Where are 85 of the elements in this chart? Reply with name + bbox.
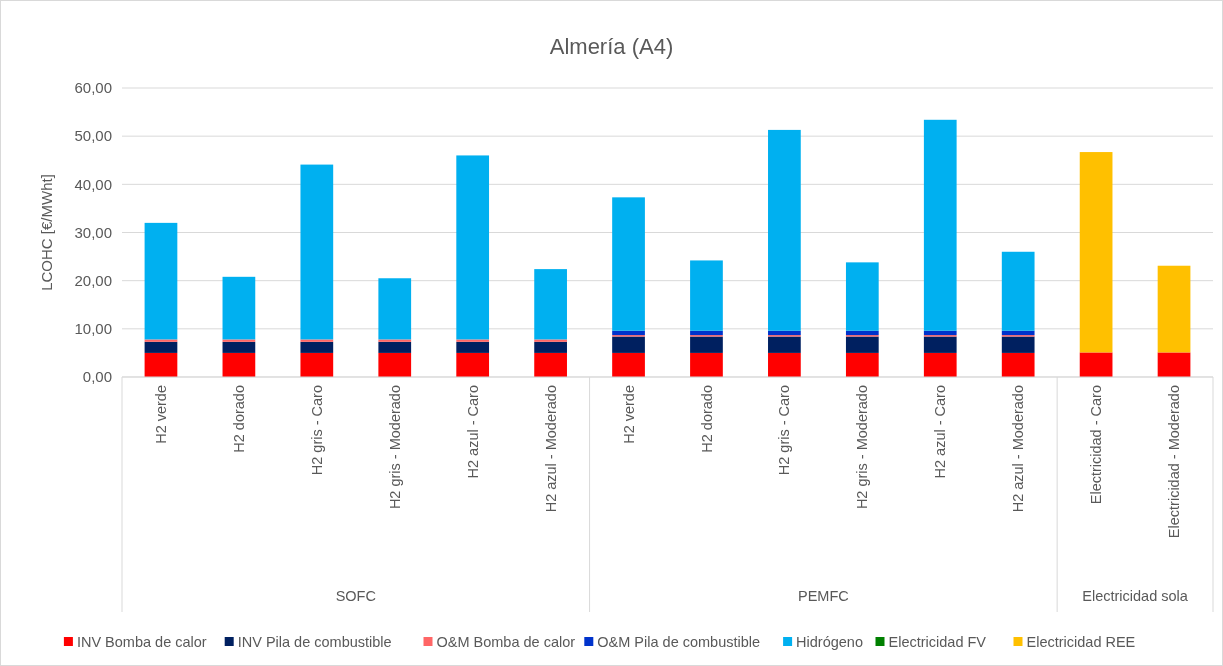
bar (222, 339, 256, 342)
bar (378, 339, 412, 342)
bar (923, 119, 957, 331)
bar (222, 352, 256, 377)
bar (923, 330, 957, 336)
bar (144, 339, 178, 342)
x-tick-label: H2 dorado (698, 385, 715, 453)
bar (534, 339, 567, 342)
bar (1001, 251, 1035, 331)
legend-label: Electricidad REE (1026, 634, 1136, 651)
x-tick-label: H2 azul - Moderado (1010, 385, 1027, 513)
x-tick-label: H2 gris - Moderado (854, 385, 871, 510)
bar (300, 352, 334, 377)
bar (845, 336, 879, 353)
legend-label: Hidrógeno (796, 634, 864, 651)
y-tick-label: 50,00 (74, 127, 112, 145)
legend-label: INV Bomba de calor (76, 634, 207, 651)
bar (690, 260, 723, 331)
bar (456, 339, 490, 342)
bar (845, 352, 879, 377)
legend-label: Electricidad FV (888, 634, 987, 651)
legend-label: O&M Bomba de calor (436, 634, 576, 651)
bar (456, 352, 490, 377)
bar (690, 330, 723, 336)
x-tick-label: H2 azul - Caro (932, 385, 949, 479)
bar (923, 352, 957, 377)
y-tick-label: 60,00 (74, 79, 112, 97)
x-tick-label: Electricidad - Moderado (1166, 385, 1183, 539)
bar (378, 352, 412, 377)
bar (144, 222, 178, 340)
bar (690, 336, 723, 353)
chart-title: Almería (A4) (549, 34, 674, 59)
legend-label: O&M Pila de combustible (597, 634, 761, 651)
bar (768, 352, 801, 377)
bar (1079, 152, 1113, 353)
y-tick-label: 10,00 (74, 320, 112, 338)
bar (768, 336, 801, 353)
text: SOFC (335, 588, 376, 604)
bar (300, 339, 334, 342)
bar (1001, 352, 1035, 377)
bar (222, 341, 256, 353)
bar (612, 352, 645, 377)
y-tick-label: 0,00 (82, 368, 112, 386)
bar (534, 269, 567, 340)
bar (534, 352, 567, 377)
bar (923, 336, 957, 353)
bar (612, 197, 645, 331)
x-tick-label: H2 gris - Moderado (386, 385, 403, 510)
x-tick-label: H2 gris - Caro (776, 385, 793, 476)
bar (1157, 265, 1191, 353)
x-tick-label: Electricidad - Caro (1088, 385, 1105, 505)
x-tick-label: H2 gris - Caro (308, 385, 325, 476)
y-tick-label: 30,00 (74, 223, 112, 241)
bar (768, 330, 801, 336)
bar (690, 352, 723, 377)
bar (1157, 352, 1191, 377)
bar (300, 164, 334, 340)
y-tick-label: 40,00 (74, 175, 112, 193)
text: Electricidad sola (1082, 588, 1189, 604)
text: PEMFC (797, 588, 849, 604)
y-tick-label: 20,00 (74, 271, 112, 289)
bar (144, 352, 178, 377)
bar (378, 278, 412, 340)
bar (456, 155, 490, 340)
bar (144, 341, 178, 353)
bar (612, 336, 645, 353)
bar (612, 330, 645, 336)
x-tick-label: H2 verde (153, 385, 170, 444)
x-tick-label: H2 verde (620, 385, 637, 444)
x-tick-label: H2 azul - Caro (464, 385, 481, 479)
bar (378, 341, 412, 353)
bar (1001, 336, 1035, 353)
legend-label: INV Pila de combustible (237, 634, 392, 651)
bar (768, 129, 801, 331)
bar (222, 276, 256, 340)
bar (534, 341, 567, 353)
bar (1079, 352, 1113, 377)
bar (456, 341, 490, 353)
bar (1001, 330, 1035, 336)
bar (300, 341, 334, 353)
y-axis-title: LCOHC [€/MWht] (38, 174, 55, 291)
x-tick-label: H2 azul - Moderado (542, 385, 559, 513)
bar (845, 262, 879, 331)
bar (845, 330, 879, 336)
x-tick-label: H2 dorado (230, 385, 247, 453)
